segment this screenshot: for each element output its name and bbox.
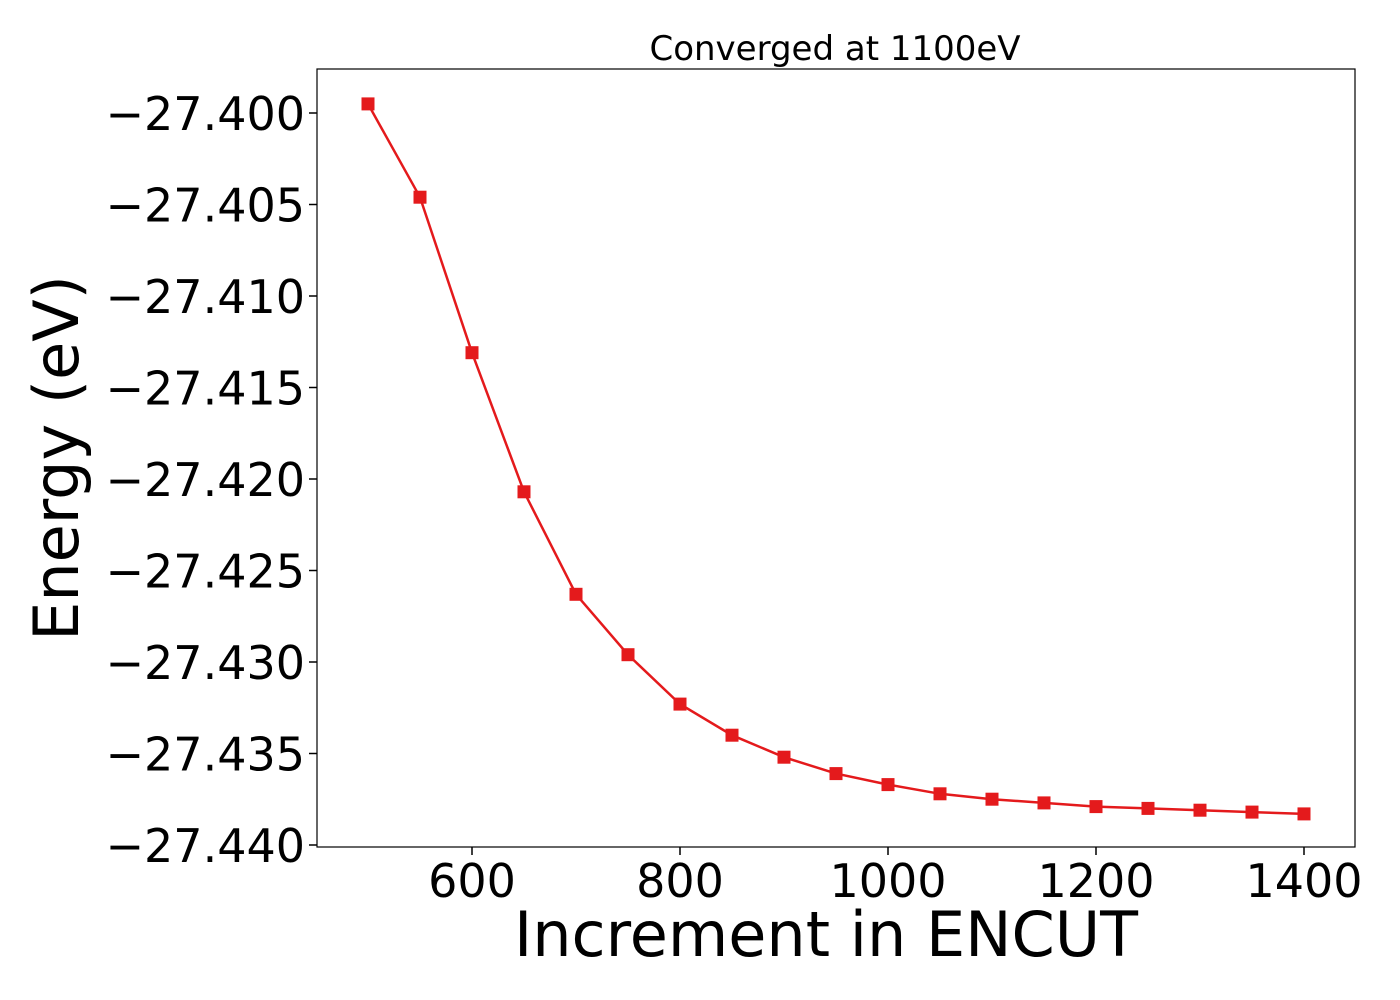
plot-frame <box>316 68 1356 848</box>
data-point <box>673 697 687 711</box>
data-point <box>1037 796 1051 810</box>
data-point <box>725 728 739 742</box>
y-tick-label: −27.400 <box>106 87 306 141</box>
y-tick-label: −27.415 <box>106 362 306 416</box>
data-point <box>1297 807 1311 821</box>
x-tick-label: 600 <box>428 854 516 908</box>
data-point <box>1193 803 1207 817</box>
y-tick-label: −27.435 <box>106 728 306 782</box>
data-point <box>829 767 843 781</box>
data-point <box>933 787 947 801</box>
y-tick-label: −27.405 <box>106 179 306 233</box>
x-axis-label: Increment in ENCUT <box>514 898 1139 971</box>
data-point <box>465 346 479 360</box>
x-tick-label: 800 <box>636 854 724 908</box>
y-tick-label: −27.425 <box>106 545 306 599</box>
data-series-line <box>366 103 1305 816</box>
data-point <box>1141 801 1155 815</box>
series-line <box>366 103 1305 816</box>
y-axis-ticks: −27.400 −27.405 −27.410 −27.415 −27.420 −27.4… <box>106 87 317 873</box>
x-tick-label: 1000 <box>829 854 946 908</box>
data-point <box>777 750 791 764</box>
y-tick-label: −27.410 <box>106 270 306 324</box>
data-point <box>413 190 427 204</box>
data-point <box>569 587 583 601</box>
data-point <box>881 778 895 792</box>
data-point <box>621 648 635 662</box>
y-tick-label: −27.440 <box>106 819 306 873</box>
y-tick-label: −27.420 <box>106 453 306 507</box>
data-point <box>1089 800 1103 814</box>
data-point <box>517 485 531 499</box>
chart-title: Converged at 1100eV <box>649 29 1020 69</box>
data-point <box>985 792 999 806</box>
data-series-markers <box>361 97 1311 821</box>
y-axis-label: Energy (eV) <box>20 275 93 641</box>
x-axis-ticks: 600 800 1000 1200 1400 <box>428 847 1363 908</box>
x-tick-label: 1200 <box>1037 854 1154 908</box>
x-tick-label: 1400 <box>1245 854 1362 908</box>
data-point <box>361 97 375 111</box>
data-point <box>1245 805 1259 819</box>
y-tick-label: −27.430 <box>106 636 306 690</box>
